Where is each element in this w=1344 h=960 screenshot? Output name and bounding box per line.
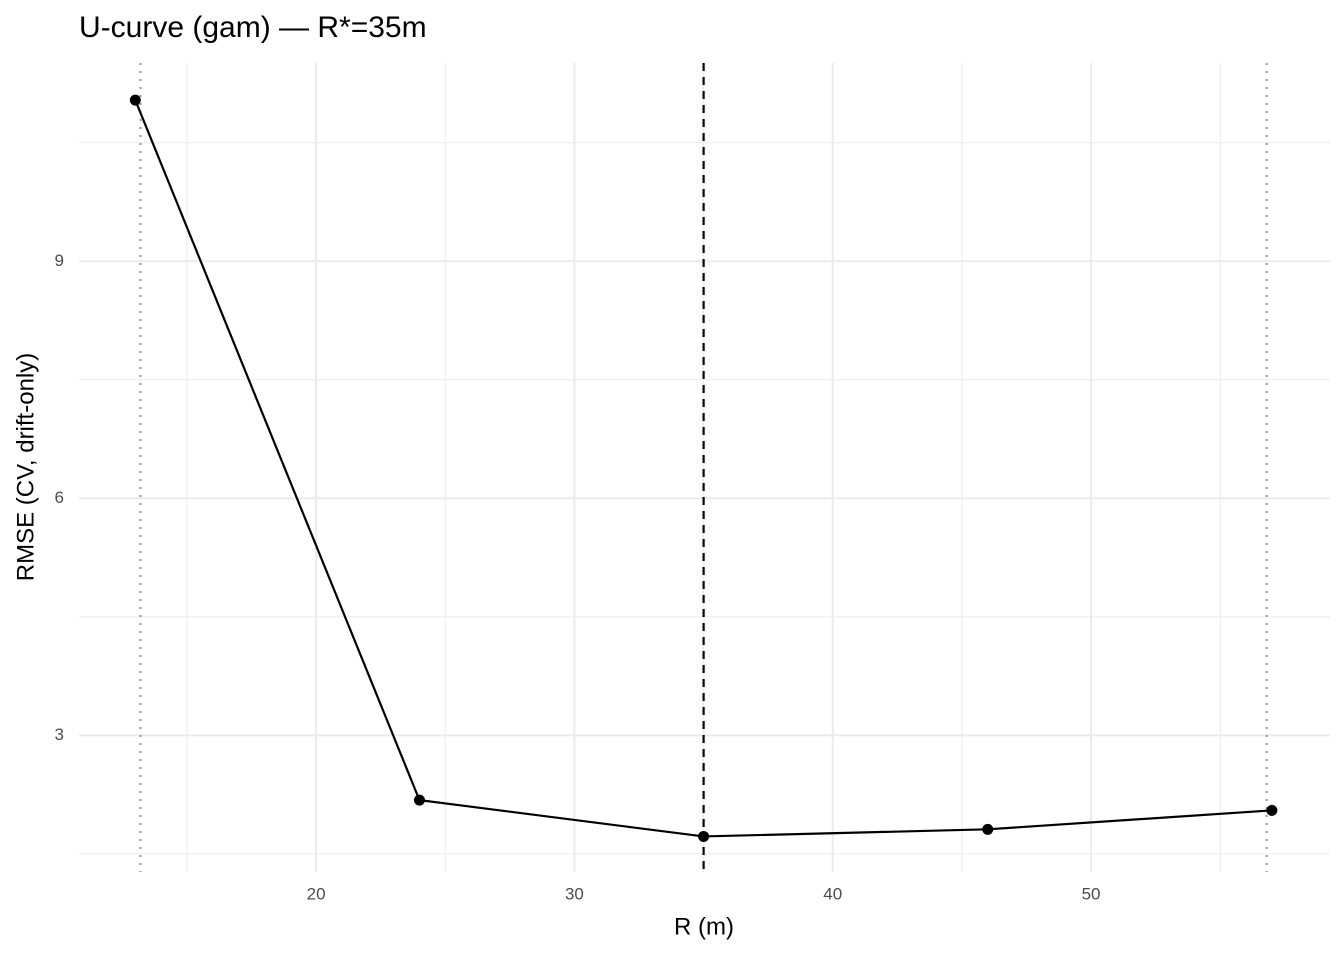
point — [129, 94, 141, 106]
x-tick-label: 50 — [1082, 884, 1101, 903]
point — [698, 830, 710, 842]
x-tick-label: 20 — [307, 884, 326, 903]
x-axis-label: R (m) — [674, 913, 734, 940]
y-tick-label: 6 — [55, 488, 64, 507]
x-tick-label: 30 — [565, 884, 584, 903]
point — [413, 794, 425, 806]
y-tick-label: 9 — [55, 251, 64, 270]
x-tick-label: 40 — [823, 884, 842, 903]
point — [1266, 804, 1278, 816]
y-axis-label: RMSE (CV, drift-only) — [12, 353, 39, 582]
chart-title: U-curve (gam) — R*=35m — [79, 11, 427, 44]
y-tick-label: 3 — [55, 725, 64, 744]
point — [982, 823, 994, 835]
